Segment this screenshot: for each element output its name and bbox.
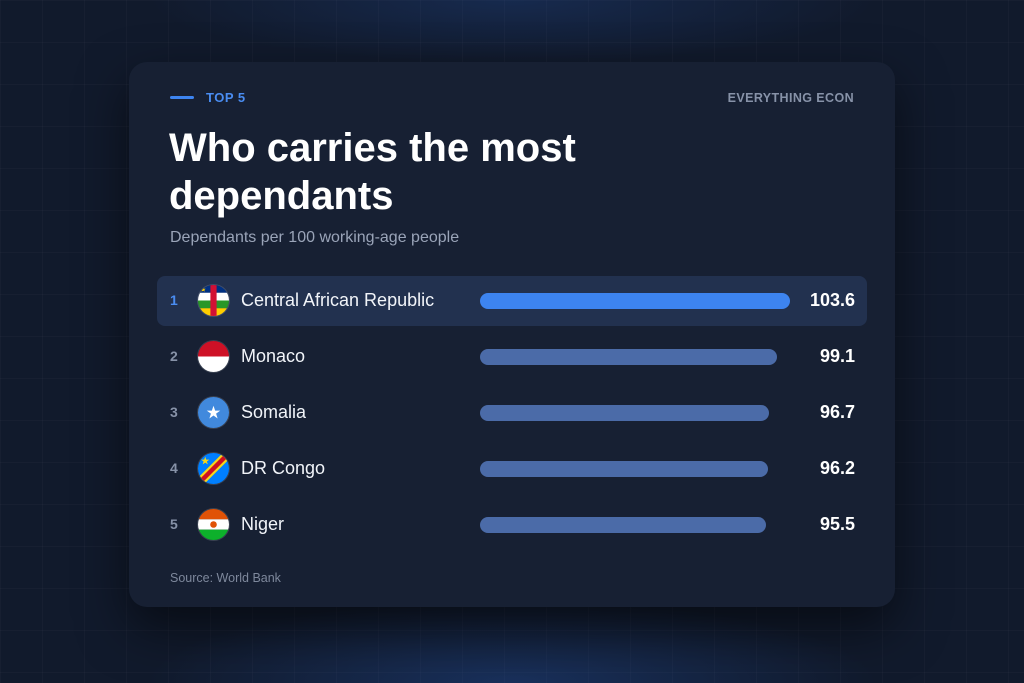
country-name: DR Congo — [241, 458, 326, 478]
rank-label: 4 — [170, 460, 178, 476]
flag-central-african-republic-icon — [198, 285, 229, 316]
eyebrow-accent-line — [170, 96, 194, 99]
value-label: 99.1 — [819, 346, 855, 366]
rank-label: 1 — [170, 292, 178, 308]
bar-list: 1 Central African Republic 103.6 2 — [157, 276, 867, 556]
source-note: Source: World Bank — [170, 571, 281, 585]
bar — [480, 405, 770, 421]
bar-row: 2 Monaco 99.1 — [157, 332, 867, 382]
bar-row: 4 DR Congo 96.2 — [157, 444, 867, 494]
country-name: Monaco — [241, 346, 306, 366]
rank-label: 3 — [170, 404, 178, 420]
flag-niger-icon — [198, 509, 229, 540]
flag-somalia-icon — [198, 397, 229, 428]
bar-row: 3 Somalia 96.7 — [157, 388, 867, 438]
country-name: Niger — [241, 514, 285, 534]
value-label: 103.6 — [809, 290, 855, 310]
value-label: 96.7 — [819, 402, 855, 422]
bar-row: 5 Niger 95.5 — [157, 500, 867, 550]
flag-monaco-icon — [198, 341, 229, 372]
bar — [480, 461, 768, 477]
eyebrow-label: TOP 5 — [206, 90, 246, 105]
bar-row: 1 Central African Republic 103.6 — [157, 276, 867, 326]
bar — [480, 349, 777, 365]
rank-label: 5 — [170, 516, 178, 532]
bar-track — [480, 517, 790, 533]
value-label: 96.2 — [819, 458, 855, 478]
value-label: 95.5 — [819, 514, 855, 534]
chart-card: TOP 5 EVERYTHING ECON Who carries the mo… — [129, 62, 895, 607]
bar — [480, 293, 790, 309]
country-name: Central African Republic — [241, 290, 435, 310]
bar — [480, 517, 766, 533]
country-name: Somalia — [241, 402, 307, 422]
brand-label: EVERYTHING ECON — [727, 91, 854, 105]
bar-track — [480, 405, 790, 421]
bar-track — [480, 293, 790, 309]
chart-title: Who carries the most dependants — [169, 126, 576, 218]
bar-track — [480, 461, 790, 477]
bar-track — [480, 349, 790, 365]
eyebrow: TOP 5 — [170, 90, 246, 105]
chart-subtitle: Dependants per 100 working-age people — [170, 229, 460, 246]
flag-dr-congo-icon — [198, 453, 229, 484]
rank-label: 2 — [170, 348, 178, 364]
